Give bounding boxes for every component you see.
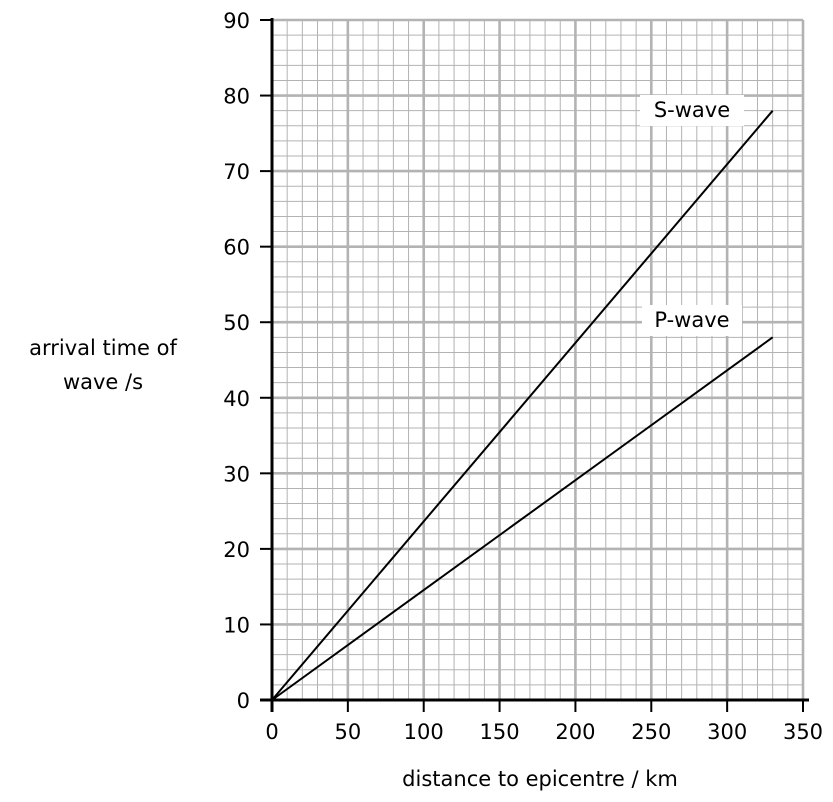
y-tick-label: 50 [223, 311, 250, 335]
x-tick-label: 50 [334, 720, 361, 744]
x-axis-title: distance to epicentre / km [402, 767, 678, 791]
y-tick-label: 30 [223, 462, 250, 486]
y-axis-title-line-2: wave /s [63, 370, 143, 394]
y-tick-label: 0 [237, 689, 250, 713]
series-labels: S-wave P-wave [640, 95, 744, 336]
series-label-p-wave: P-wave [654, 308, 729, 332]
x-tick-label: 100 [404, 720, 444, 744]
y-tick-labels: 0 10 20 30 40 50 60 70 80 90 [223, 9, 250, 713]
y-tick-label: 60 [223, 236, 250, 260]
series-label-bg [642, 305, 742, 336]
axes [260, 18, 809, 712]
y-tick-label: 80 [223, 85, 250, 109]
x-tick-label: 150 [480, 720, 520, 744]
y-tick-label: 70 [223, 160, 250, 184]
major-gridlines [272, 18, 805, 700]
x-tick-label: 350 [783, 720, 823, 744]
series-line-s-wave [271, 110, 774, 701]
y-tick-label: 90 [223, 9, 250, 33]
x-tick-label: 300 [707, 720, 747, 744]
x-tick-label: 250 [631, 720, 671, 744]
series-line-p-wave [271, 336, 774, 701]
x-tick-label: 0 [265, 720, 278, 744]
series-label-bg [640, 95, 744, 126]
y-tick-label: 20 [223, 538, 250, 562]
series-lines [271, 110, 774, 701]
x-tick-labels: 0 50 100 150 200 250 300 350 [265, 720, 823, 744]
y-axis-title-line-1: arrival time of [29, 336, 177, 360]
y-tick-label: 40 [223, 387, 250, 411]
tick-marks [260, 19, 804, 712]
y-tick-label: 10 [223, 613, 250, 637]
series-label-s-wave: S-wave [654, 98, 730, 122]
x-tick-label: 200 [555, 720, 595, 744]
